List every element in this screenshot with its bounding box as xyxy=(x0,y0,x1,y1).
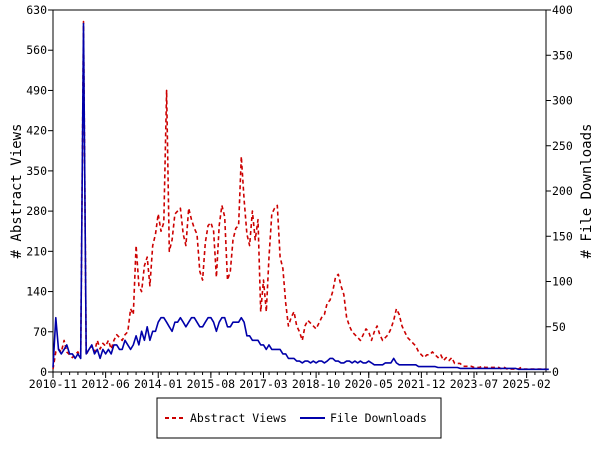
right-y-tick-label: 100 xyxy=(552,275,573,289)
left-y-tick-label: 140 xyxy=(26,285,47,299)
right-y-tick-label: 0 xyxy=(552,365,559,379)
legend: Abstract Views File Downloads xyxy=(156,397,442,439)
right-y-tick-label: 400 xyxy=(552,3,573,17)
left-y-tick-label: 630 xyxy=(26,3,47,17)
plot-area-frame xyxy=(52,9,547,373)
right-y-tick-label: 350 xyxy=(552,48,573,62)
series-line-file-downloads xyxy=(52,22,549,371)
x-tick-label: 2014-01 xyxy=(134,377,183,391)
x-tick-label: 2023-07 xyxy=(450,377,499,391)
x-tick-label: 2010-11 xyxy=(29,377,78,391)
left-y-tick-label: 210 xyxy=(26,244,47,258)
right-y-tick-label: 300 xyxy=(552,94,573,108)
left-y-tick-label: 420 xyxy=(26,124,47,138)
left-y-tick-label: 490 xyxy=(26,83,47,97)
right-y-axis: 0 50 100 150 200 250 300 350 400 xyxy=(546,3,573,379)
x-tick-label: 2020-05 xyxy=(345,377,393,391)
right-y-tick-label: 150 xyxy=(552,229,573,243)
legend-label-abstract-views: Abstract Views xyxy=(190,411,287,425)
right-y-tick-label: 200 xyxy=(552,184,573,198)
left-y-tick-label: 350 xyxy=(26,164,47,178)
right-y-tick-label: 50 xyxy=(552,320,566,334)
x-tick-label: 2018-10 xyxy=(292,377,341,391)
x-axis: 2010-11 2012-06 2014-01 2015-08 2017-03 2018-… xyxy=(29,372,551,391)
x-tick-label: 2012-06 xyxy=(81,377,130,391)
left-y-tick-label: 280 xyxy=(26,204,47,218)
left-y-axis-title: # Abstract Views xyxy=(9,124,25,259)
legend-label-file-downloads: File Downloads xyxy=(330,411,427,425)
left-y-tick-label: 70 xyxy=(33,325,47,339)
x-tick-label: 2015-08 xyxy=(187,377,236,391)
x-tick-label: 2021-12 xyxy=(397,377,445,391)
x-tick-label: 2025-02 xyxy=(502,377,550,391)
right-y-tick-label: 250 xyxy=(552,139,573,153)
left-y-axis: 0 70 140 210 280 350 420 490 560 630 xyxy=(26,3,53,379)
right-y-axis-title: # File Downloads xyxy=(579,124,595,259)
x-tick-label: 2017-03 xyxy=(239,377,288,391)
left-y-tick-label: 0 xyxy=(40,365,47,379)
left-y-tick-label: 560 xyxy=(26,43,47,57)
legend-box xyxy=(156,397,442,439)
series-line-abstract-views xyxy=(52,20,546,370)
series-layer xyxy=(52,20,549,371)
